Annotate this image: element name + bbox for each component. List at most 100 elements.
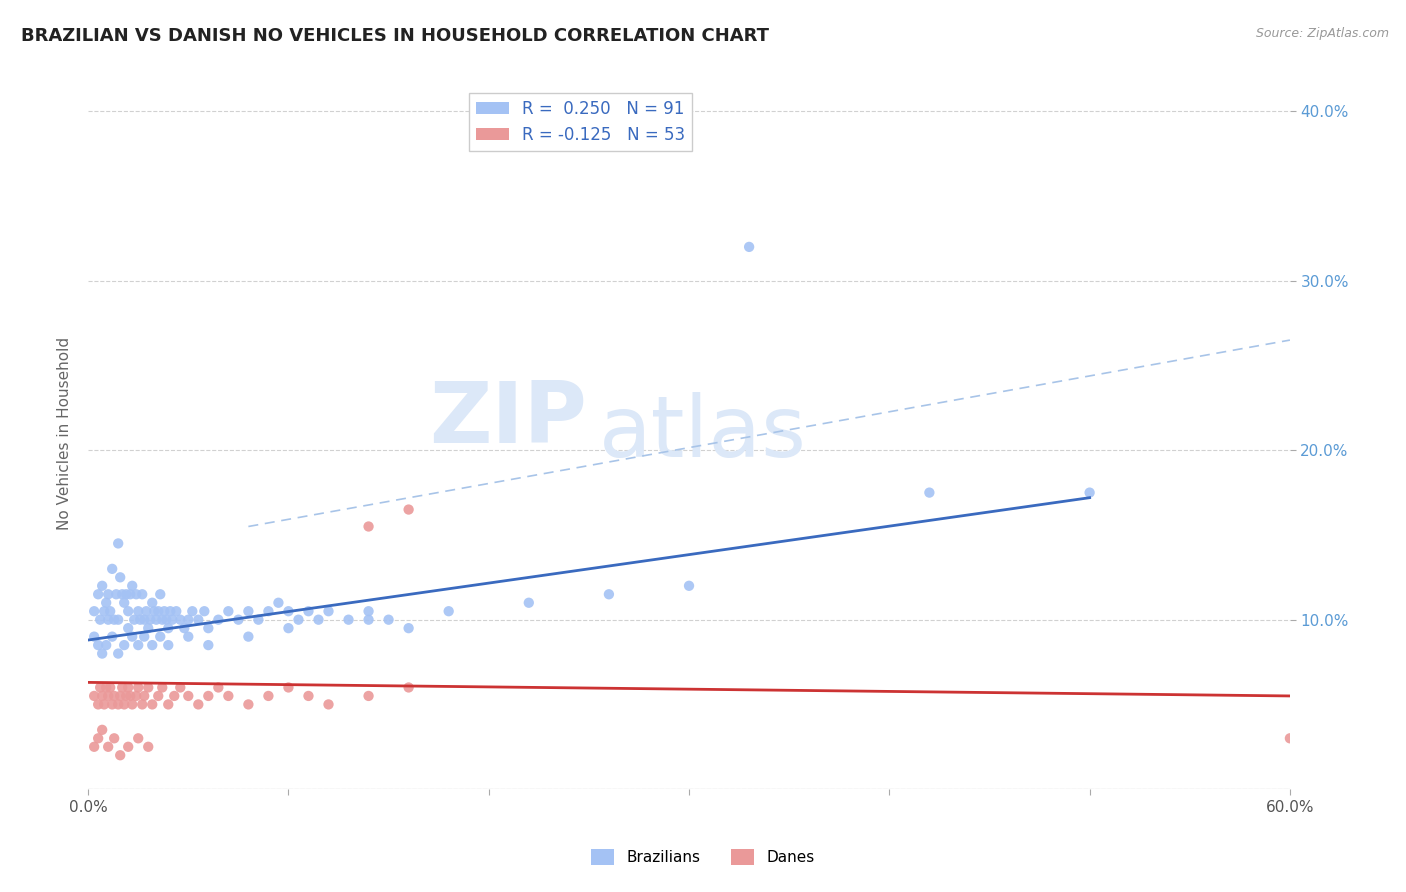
- Point: [139, 613, 162, 627]
- Point: [101, 698, 124, 712]
- Point: [97, 587, 120, 601]
- Point: [247, 613, 270, 627]
- Point: [277, 621, 299, 635]
- Point: [398, 681, 420, 695]
- Point: [93, 604, 115, 618]
- Point: [149, 630, 172, 644]
- Point: [89, 681, 111, 695]
- Legend: Brazilians, Danes: Brazilians, Danes: [585, 843, 821, 871]
- Text: atlas: atlas: [599, 392, 807, 475]
- Point: [135, 604, 157, 618]
- Point: [148, 604, 170, 618]
- Text: ZIP: ZIP: [429, 377, 586, 460]
- Point: [150, 613, 173, 627]
- Point: [105, 587, 128, 601]
- Point: [127, 638, 149, 652]
- Point: [87, 587, 110, 601]
- Point: [149, 587, 172, 601]
- Point: [228, 613, 250, 627]
- Point: [257, 604, 280, 618]
- Point: [91, 647, 114, 661]
- Point: [89, 613, 111, 627]
- Point: [136, 621, 159, 635]
- Point: [97, 613, 120, 627]
- Point: [150, 681, 173, 695]
- Point: [157, 621, 180, 635]
- Point: [141, 698, 163, 712]
- Point: [277, 681, 299, 695]
- Point: [134, 613, 156, 627]
- Point: [337, 613, 360, 627]
- Point: [112, 596, 135, 610]
- Point: [165, 604, 187, 618]
- Point: [101, 630, 124, 644]
- Point: [257, 689, 280, 703]
- Point: [98, 604, 121, 618]
- Point: [153, 604, 176, 618]
- Point: [1278, 731, 1301, 746]
- Point: [93, 698, 115, 712]
- Point: [187, 613, 209, 627]
- Point: [121, 630, 143, 644]
- Point: [357, 604, 380, 618]
- Point: [129, 613, 152, 627]
- Point: [398, 621, 420, 635]
- Point: [91, 723, 114, 737]
- Point: [120, 689, 142, 703]
- Point: [111, 587, 134, 601]
- Point: [112, 638, 135, 652]
- Point: [103, 613, 125, 627]
- Point: [134, 689, 156, 703]
- Point: [107, 536, 129, 550]
- Point: [83, 630, 105, 644]
- Point: [97, 739, 120, 754]
- Point: [125, 689, 148, 703]
- Point: [277, 604, 299, 618]
- Point: [141, 638, 163, 652]
- Point: [107, 698, 129, 712]
- Point: [207, 681, 229, 695]
- Point: [738, 240, 761, 254]
- Point: [357, 689, 380, 703]
- Point: [197, 638, 219, 652]
- Point: [134, 630, 156, 644]
- Point: [136, 681, 159, 695]
- Point: [83, 604, 105, 618]
- Point: [157, 638, 180, 652]
- Point: [127, 731, 149, 746]
- Point: [159, 604, 181, 618]
- Point: [187, 698, 209, 712]
- Point: [357, 613, 380, 627]
- Point: [91, 579, 114, 593]
- Y-axis label: No Vehicles in Household: No Vehicles in Household: [58, 336, 72, 530]
- Point: [297, 604, 319, 618]
- Point: [377, 613, 399, 627]
- Point: [287, 613, 309, 627]
- Point: [308, 613, 330, 627]
- Point: [131, 698, 153, 712]
- Point: [177, 630, 200, 644]
- Point: [87, 638, 110, 652]
- Point: [96, 638, 118, 652]
- Point: [127, 681, 149, 695]
- Point: [117, 739, 139, 754]
- Point: [193, 604, 215, 618]
- Point: [148, 689, 170, 703]
- Point: [1078, 485, 1101, 500]
- Point: [117, 604, 139, 618]
- Point: [238, 604, 260, 618]
- Point: [83, 739, 105, 754]
- Point: [83, 689, 105, 703]
- Point: [115, 587, 138, 601]
- Point: [197, 621, 219, 635]
- Point: [117, 621, 139, 635]
- Point: [107, 647, 129, 661]
- Point: [398, 502, 420, 516]
- Point: [103, 731, 125, 746]
- Point: [169, 681, 191, 695]
- Point: [115, 689, 138, 703]
- Point: [318, 604, 340, 618]
- Point: [157, 698, 180, 712]
- Point: [238, 630, 260, 644]
- Point: [181, 604, 204, 618]
